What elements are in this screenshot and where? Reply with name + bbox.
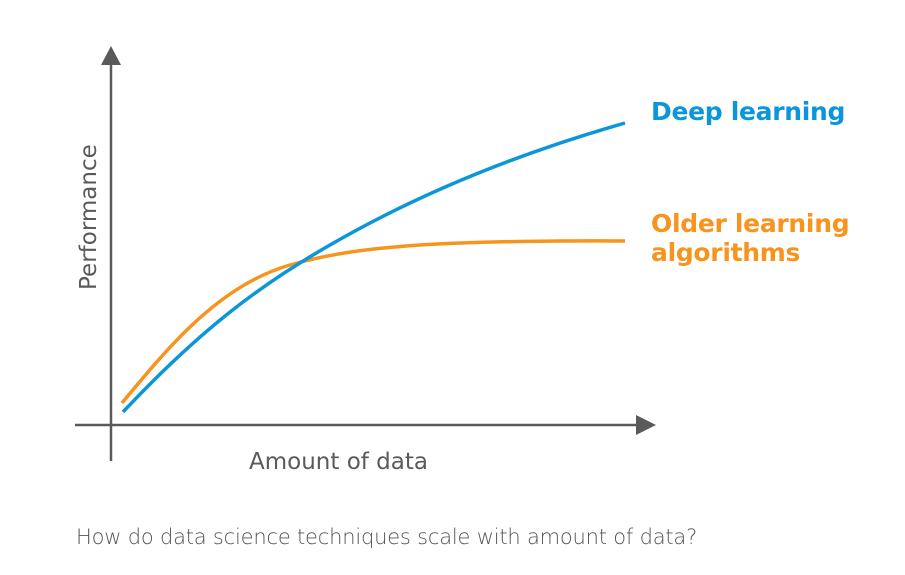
x-axis-label: Amount of data (249, 449, 428, 475)
legend-deep-learning: Deep learning (651, 97, 846, 126)
legend-older-line2: algorithms (651, 238, 801, 267)
legend-older-line1: Older learning (651, 209, 850, 238)
chart-caption: How do data science techniques scale wit… (76, 525, 698, 549)
y-axis-arrow-icon (101, 46, 121, 65)
series-deep-learning-line (121, 121, 626, 414)
y-axis-label: Performance (76, 144, 102, 290)
legend-older-learning: Older learning algorithms (651, 209, 850, 267)
series-older-learning-line (120, 239, 626, 405)
x-axis-arrow-icon (636, 415, 656, 435)
